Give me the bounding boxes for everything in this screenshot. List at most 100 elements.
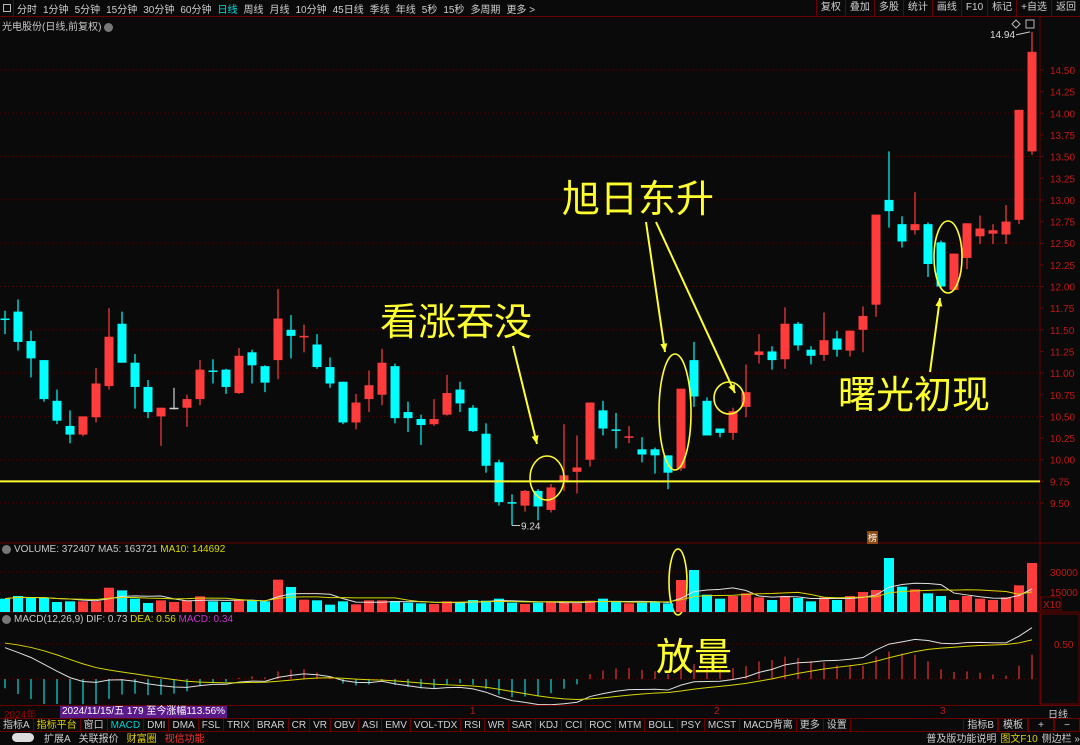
indicator-tab[interactable]: MACD <box>108 719 145 731</box>
period-tab[interactable]: 15分钟 <box>106 4 138 16</box>
period-tab[interactable]: 周线 <box>243 4 264 16</box>
indicator-tab[interactable]: DMA <box>169 719 199 731</box>
volume-bar <box>1014 585 1024 612</box>
indicator-tab[interactable]: VOL-TDX <box>411 719 462 731</box>
candle-down <box>390 363 400 424</box>
toolbar-button[interactable]: F10 <box>960 0 987 17</box>
bottom-link[interactable]: 关联报价 <box>78 733 119 745</box>
period-tab[interactable]: 45日线 <box>332 4 364 16</box>
period-tab[interactable]: 60分钟 <box>180 4 212 16</box>
toolbar-button[interactable]: +自选 <box>1016 0 1051 17</box>
indicator-tab[interactable]: RSI <box>461 719 485 731</box>
volume-bar <box>507 602 517 612</box>
candle-up <box>910 192 920 235</box>
price-tick-label: 13.50 <box>1050 153 1075 164</box>
indicator-tab[interactable]: CCI <box>562 719 587 731</box>
period-tab[interactable]: 15秒 <box>443 4 465 16</box>
toolbar-button[interactable]: 画线 <box>931 0 961 17</box>
volume-bar <box>468 600 478 612</box>
bottom-link[interactable]: 视信功能 <box>164 733 205 745</box>
indicator-tab[interactable]: KDJ <box>536 719 563 731</box>
period-tab[interactable]: 分时 <box>17 4 37 16</box>
indicator-tab[interactable]: EMV <box>382 719 411 731</box>
toolbar-button[interactable]: 返回 <box>1051 0 1080 17</box>
period-tab[interactable]: 10分钟 <box>295 4 327 16</box>
toolbar-button[interactable]: 多股 <box>873 0 903 17</box>
period-tab[interactable]: 年线 <box>395 4 416 16</box>
bottom-link[interactable]: 侧边栏 » <box>1041 733 1080 745</box>
chevron-down-icon[interactable] <box>2 544 11 554</box>
indicator-tab[interactable]: MCST <box>705 719 741 731</box>
candle-body <box>390 366 400 419</box>
indicator-tab[interactable]: BOLL <box>645 719 678 731</box>
toolbar-button[interactable]: 统计 <box>902 0 932 17</box>
period-tab[interactable]: 月线 <box>269 4 290 16</box>
bottom-link[interactable]: 普及版功能说明 <box>926 733 997 745</box>
period-tab[interactable]: 日线 <box>217 4 238 16</box>
indicator-tab[interactable]: 指标A <box>0 719 34 731</box>
price-tick-label: 13.75 <box>1050 131 1075 142</box>
chevron-down-icon[interactable] <box>2 614 11 624</box>
ranking-badge[interactable]: 榜 <box>867 531 879 544</box>
volume-bar <box>936 596 946 612</box>
indicator-right-button[interactable]: 指标B <box>963 719 998 731</box>
indicator-tab[interactable]: 设置 <box>824 719 851 731</box>
candle-down <box>130 354 140 409</box>
period-tab[interactable]: 1分钟 <box>43 4 69 16</box>
volume-bar <box>0 598 10 612</box>
bottom-link[interactable]: 财富圈 <box>126 733 157 745</box>
toggle-switch[interactable] <box>12 732 34 742</box>
volume-bar <box>702 594 712 612</box>
period-tab[interactable]: 30分钟 <box>143 4 175 16</box>
period-label[interactable]: 日线 <box>1048 710 1068 721</box>
indicator-tab[interactable]: VR <box>310 719 331 731</box>
indicator-tab[interactable]: ROC <box>586 719 616 731</box>
toolbar-button[interactable]: 标记 <box>987 0 1016 17</box>
indicator-tab[interactable]: BRAR <box>254 719 289 731</box>
indicator-tab[interactable]: 指标平台 <box>34 719 81 731</box>
chevron-down-icon[interactable] <box>104 22 114 32</box>
indicator-tab[interactable]: 更多 <box>797 719 824 731</box>
candle-up <box>351 393 361 430</box>
price-tick-label: 12.25 <box>1050 261 1075 272</box>
indicator-right-button[interactable]: + <box>1028 719 1054 731</box>
candle-body <box>689 360 699 397</box>
diamond-icon[interactable] <box>1011 19 1021 29</box>
volume-bar <box>403 602 413 612</box>
price-tick-label: 11.75 <box>1050 304 1075 315</box>
indicator-tab[interactable]: TRIX <box>224 719 254 731</box>
period-tab[interactable]: 季线 <box>369 4 390 16</box>
volume-bar <box>234 600 244 612</box>
candle-body <box>78 416 88 435</box>
indicator-tab[interactable]: 窗口 <box>81 719 108 731</box>
bottom-link[interactable]: 图文F10 <box>1000 733 1038 745</box>
indicator-right-button[interactable]: 模板 <box>998 719 1028 731</box>
macd-value: MACD: 0.34 <box>178 614 234 625</box>
period-tab[interactable]: 多周期 <box>470 4 501 16</box>
indicator-tab[interactable]: MTM <box>616 719 646 731</box>
indicator-tab[interactable]: SAR <box>509 719 537 731</box>
period-tab[interactable]: 5分钟 <box>74 4 101 16</box>
period-tab[interactable]: 更多 > <box>506 4 536 16</box>
candle-down <box>247 349 257 384</box>
volume-bar <box>949 600 959 612</box>
toolbar-button[interactable]: 复权 <box>815 0 845 17</box>
period-tab[interactable]: 5秒 <box>421 4 438 16</box>
toolbar-button[interactable]: 叠加 <box>844 0 874 17</box>
indicator-tab[interactable]: OBV <box>331 719 360 731</box>
bottom-link[interactable]: 扩展A <box>44 733 71 745</box>
indicator-tab[interactable]: PSY <box>678 719 705 731</box>
candle-down <box>403 401 413 432</box>
indicator-tab[interactable]: MACD背离 <box>740 719 797 731</box>
sidebar-toggle-icon[interactable] <box>0 0 14 17</box>
panel-toggle-icon[interactable] <box>1025 19 1035 29</box>
unit-box <box>1040 596 1062 611</box>
candle-down <box>923 222 933 277</box>
indicator-tab[interactable]: DMI <box>144 719 170 731</box>
indicator-tab[interactable]: ASI <box>359 719 383 731</box>
indicator-tab[interactable]: FSL <box>199 719 225 731</box>
indicator-tab[interactable]: WR <box>485 719 509 731</box>
indicator-tab[interactable]: CR <box>289 719 311 731</box>
candle-down <box>611 412 621 449</box>
